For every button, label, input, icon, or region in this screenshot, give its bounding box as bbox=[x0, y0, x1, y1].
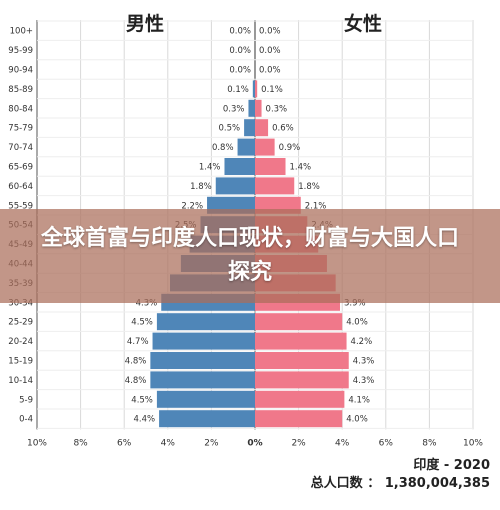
male-value-label: 0.5% bbox=[218, 124, 240, 134]
age-group-label: 95-99 bbox=[8, 46, 33, 56]
female-value-label: 4.3% bbox=[353, 357, 375, 367]
female-value-label: 0.3% bbox=[266, 104, 288, 114]
male-value-label: 4.5% bbox=[131, 395, 153, 405]
age-group-label: 15-19 bbox=[8, 357, 33, 367]
male-value-label: 0.1% bbox=[227, 85, 249, 95]
age-group-label: 90-94 bbox=[8, 66, 33, 76]
bar-value-labels: 0.0% 0.0% 0.0% 0.0% 0.0% 0.0% 0.1% 0.1% 0.3% 0.3%… bbox=[125, 27, 375, 425]
age-group-label: 0-4 bbox=[19, 415, 33, 425]
male-bar bbox=[152, 332, 255, 350]
age-group-label: 85-89 bbox=[8, 85, 33, 95]
male-value-label: 2.2% bbox=[181, 201, 203, 211]
male-value-label: 0.0% bbox=[229, 46, 251, 56]
male-value-label: 1.8% bbox=[190, 182, 212, 192]
age-group-label: 60-64 bbox=[8, 182, 33, 192]
male-bar bbox=[244, 119, 255, 137]
female-bar bbox=[255, 332, 347, 350]
male-value-label: 0.3% bbox=[223, 104, 245, 114]
female-value-label: 1.4% bbox=[290, 163, 312, 173]
female-value-label: 3.9% bbox=[344, 298, 366, 308]
age-group-label: 100+ bbox=[10, 27, 33, 37]
female-value-label: 4.2% bbox=[351, 337, 373, 347]
headline-overlay-banner: 全球首富与印度人口现状，财富与大国人口探究 bbox=[0, 209, 500, 303]
male-value-label: 4.3% bbox=[136, 298, 158, 308]
age-group-label: 10-14 bbox=[8, 376, 33, 386]
female-value-label: 0.0% bbox=[259, 46, 281, 56]
male-bar bbox=[248, 99, 255, 117]
age-group-label: 70-74 bbox=[8, 143, 33, 153]
x-tick-label: 2% bbox=[291, 438, 306, 448]
male-bar bbox=[215, 177, 255, 195]
male-value-label: 4.8% bbox=[125, 376, 147, 386]
headline-text: 全球首富与印度人口现状，财富与大国人口探究 bbox=[40, 226, 459, 285]
x-axis-tick-labels: 10% 8% 6% 4% 2% 0% 2% 4% 6% 8% 10% bbox=[27, 438, 483, 448]
female-value-label: 4.0% bbox=[346, 415, 368, 425]
age-group-label: 20-24 bbox=[8, 337, 33, 347]
male-bar bbox=[150, 352, 255, 369]
female-value-label: 4.1% bbox=[348, 395, 370, 405]
female-bar bbox=[255, 80, 258, 98]
female-bar bbox=[255, 158, 286, 175]
female-value-label: 0.9% bbox=[279, 143, 301, 153]
male-header: 男性 bbox=[126, 12, 164, 35]
age-group-label: 5-9 bbox=[19, 395, 33, 405]
x-tick-label: 4% bbox=[161, 438, 176, 448]
age-group-label: 30-34 bbox=[8, 298, 33, 308]
female-bar bbox=[255, 177, 295, 195]
male-value-label: 4.4% bbox=[133, 415, 155, 425]
female-value-label: 4.0% bbox=[346, 318, 368, 328]
female-bar bbox=[255, 99, 262, 117]
x-tick-label: 10% bbox=[27, 438, 47, 448]
age-group-label: 55-59 bbox=[8, 201, 33, 211]
female-bar bbox=[255, 313, 343, 331]
x-tick-label: 2% bbox=[204, 438, 219, 448]
female-value-label: 4.3% bbox=[353, 376, 375, 386]
age-group-label: 80-84 bbox=[8, 104, 33, 114]
x-tick-label: 4% bbox=[335, 438, 350, 448]
x-tick-label: 10% bbox=[463, 438, 483, 448]
chart-title: 印度 - 2020 bbox=[413, 457, 490, 473]
male-bar bbox=[252, 80, 255, 98]
male-bar bbox=[237, 138, 255, 156]
x-tick-label: 8% bbox=[422, 438, 437, 448]
x-tick-label: 6% bbox=[379, 438, 394, 448]
female-value-label: 0.6% bbox=[272, 124, 294, 134]
x-tick-label: 6% bbox=[117, 438, 132, 448]
female-value-label: 0.1% bbox=[261, 85, 283, 95]
male-value-label: 0.0% bbox=[229, 66, 251, 76]
female-value-label: 2.1% bbox=[305, 201, 327, 211]
male-value-label: 0.0% bbox=[229, 27, 251, 37]
male-value-label: 0.8% bbox=[212, 143, 234, 153]
female-bar bbox=[255, 390, 345, 408]
male-bar bbox=[156, 390, 255, 408]
female-value-label: 0.0% bbox=[259, 66, 281, 76]
x-tick-label: 0% bbox=[247, 438, 262, 448]
male-bar bbox=[159, 410, 255, 428]
male-value-label: 4.8% bbox=[125, 357, 147, 367]
male-value-label: 4.7% bbox=[127, 337, 149, 347]
male-bar bbox=[150, 371, 255, 389]
chart-subtitle: 总人口数 ： 1,380,004,385 bbox=[311, 475, 490, 491]
male-value-label: 1.4% bbox=[199, 163, 221, 173]
female-bar bbox=[255, 138, 275, 156]
female-value-label: 0.0% bbox=[259, 27, 281, 37]
age-group-label: 25-29 bbox=[8, 318, 33, 328]
female-header: 女性 bbox=[344, 12, 382, 35]
male-bar bbox=[224, 158, 255, 175]
male-value-label: 4.5% bbox=[131, 318, 153, 328]
age-group-label: 75-79 bbox=[8, 124, 33, 134]
female-bar bbox=[255, 352, 349, 369]
female-bar bbox=[255, 119, 269, 137]
female-bar bbox=[255, 371, 349, 389]
female-bar bbox=[255, 410, 343, 428]
female-value-label: 1.8% bbox=[298, 182, 320, 192]
age-group-label: 65-69 bbox=[8, 163, 33, 173]
x-tick-label: 8% bbox=[73, 438, 88, 448]
male-bar bbox=[156, 313, 255, 331]
